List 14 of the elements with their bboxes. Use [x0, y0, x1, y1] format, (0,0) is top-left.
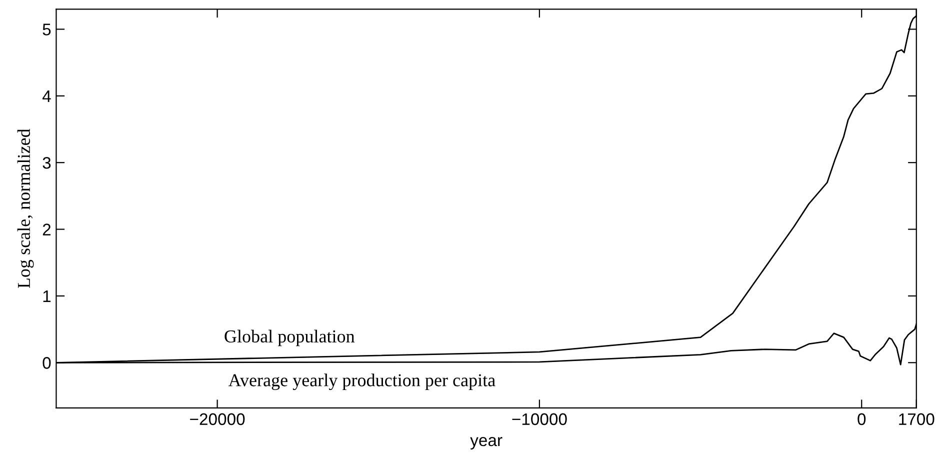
- series-label: Global population: [224, 330, 355, 346]
- y-tick-label: 1: [43, 290, 51, 302]
- series-label: Average yearly production per capita: [228, 374, 496, 390]
- x-tick-label: −20000: [190, 413, 245, 426]
- y-tick-label: 5: [42, 24, 51, 36]
- x-axis-title: year: [470, 437, 502, 450]
- x-tick-label: −10000: [512, 413, 567, 426]
- y-tick-label: 4: [42, 90, 51, 102]
- x-tick-label: 0: [858, 413, 866, 426]
- y-tick-label: 2: [42, 224, 51, 236]
- y-tick-label: 0: [42, 357, 51, 369]
- y-tick-label: 3: [42, 156, 51, 169]
- x-tick-label: 1700: [899, 413, 934, 426]
- y-axis-title: Log scale, normalized: [17, 128, 34, 288]
